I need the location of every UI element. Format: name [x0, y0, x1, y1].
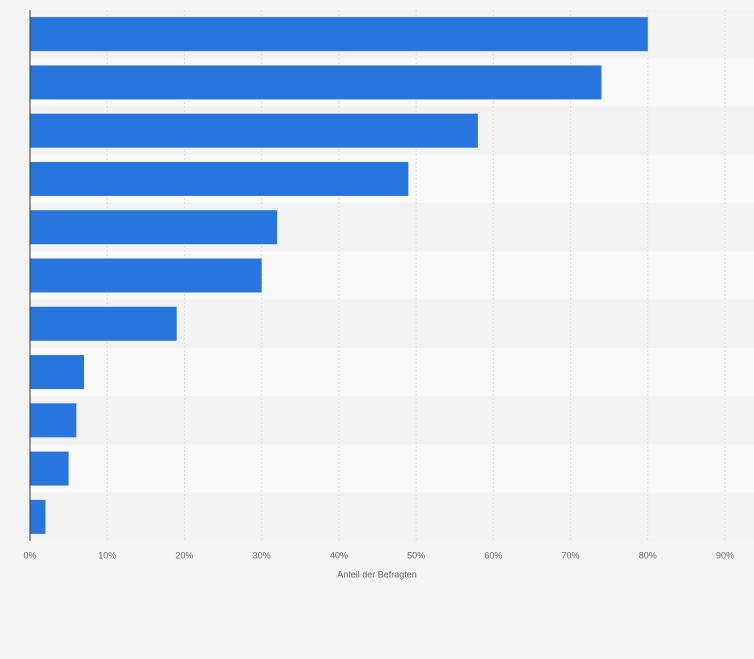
row-band	[30, 444, 754, 493]
x-tick-label: 50%	[407, 550, 425, 560]
x-tick-label: 80%	[639, 550, 657, 560]
x-tick-label: 70%	[562, 550, 580, 560]
bar	[30, 403, 77, 438]
row-band	[30, 347, 754, 397]
row-band	[30, 492, 754, 541]
x-tick-label: 60%	[484, 550, 502, 560]
x-tick-label: 20%	[175, 550, 193, 560]
x-tick-label: 0%	[23, 550, 36, 560]
bar	[30, 113, 478, 148]
x-tick-label: 40%	[330, 550, 348, 560]
bar	[30, 451, 69, 486]
bar	[30, 306, 177, 341]
x-tick-label: 10%	[98, 550, 116, 560]
x-tick-label: 30%	[253, 550, 271, 560]
bar	[30, 161, 409, 196]
bar	[30, 17, 648, 52]
bar	[30, 499, 46, 534]
bar	[30, 355, 85, 390]
row-band	[30, 396, 754, 445]
bar	[30, 258, 262, 293]
bar	[30, 210, 278, 245]
x-tick-label: 90%	[716, 550, 734, 560]
bar	[30, 65, 602, 100]
x-axis-label: Anteil der Befragten	[337, 569, 417, 579]
